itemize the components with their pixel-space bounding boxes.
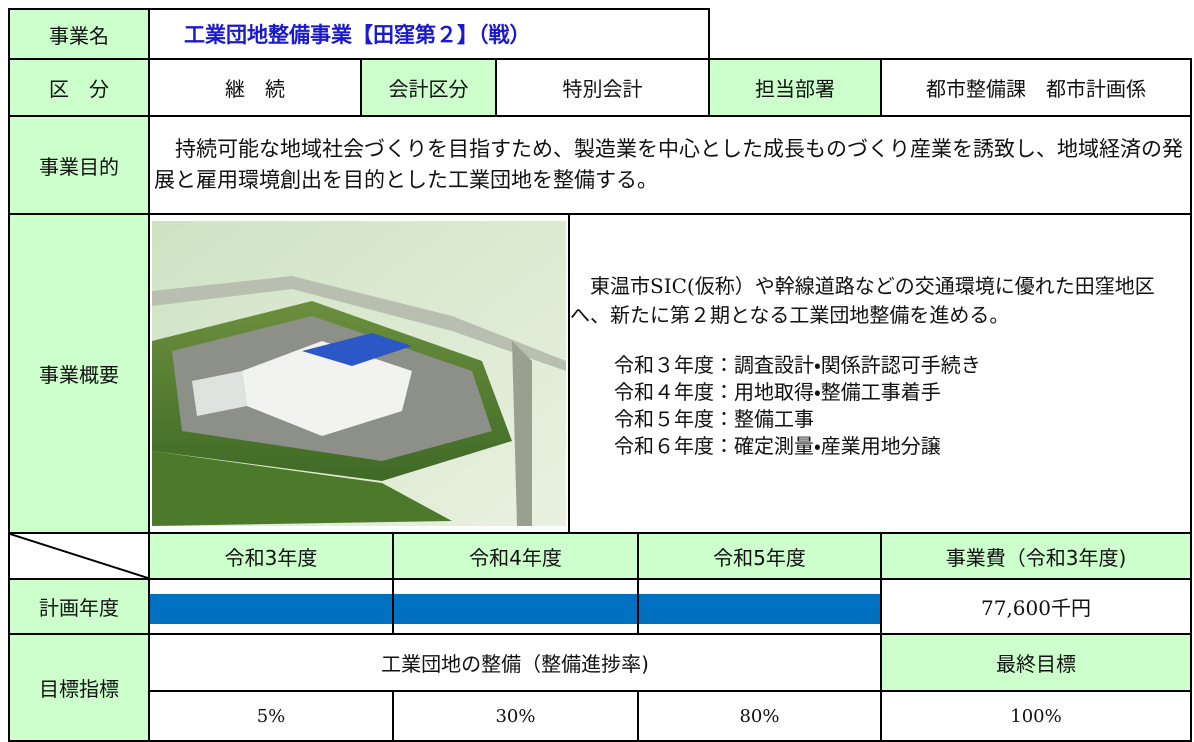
overview-text: 東温市SIC(仮称）や幹線道路などの交通環境に優れた田窪地区へ、新たに第２期とな… [570,272,1188,460]
diagonal-cell [8,532,150,580]
purpose-label: 事業目的 [8,115,150,215]
plan-bar [639,594,880,624]
indicator: 工業団地の整備（整備進捗率) [148,633,882,692]
overview-cell [568,213,1192,534]
site-image [152,221,566,526]
account-label: 会計区分 [360,58,497,117]
schedule-item: 令和５年度：整備工事 [614,407,814,431]
project-title: 工業団地整備事業【田窪第２】（戦） [148,8,710,60]
year-header: 令和5年度 [637,532,882,580]
overview-description: 東温市SIC(仮称）や幹線道路などの交通環境に優れた田窪地区へ、新たに第２期とな… [570,274,1155,327]
dept-value: 都市整備課 都市計画係 [880,58,1192,117]
image-cell [148,213,570,534]
dept-label: 担当部署 [708,58,882,117]
account-value: 特別会計 [495,58,710,117]
purpose-cell: 持続可能な地域社会づくりを目指すため、製造業を中心とした成長ものづくり産業を誘致… [148,115,1192,215]
class-value: 継 続 [148,58,362,117]
purpose-text: 持続可能な地域社会づくりを目指すため、製造業を中心とした成長ものづくり産業を誘致… [154,137,1183,192]
target-value: 30% [392,690,639,742]
cost-value: 77,600千円 [880,578,1192,635]
overview-label: 事業概要 [8,213,150,534]
schedule-item: 令和６年度：確定測量・産業用地分譲 [614,434,941,458]
plan-cell [392,578,639,635]
plan-bar [394,594,637,624]
year-header: 令和4年度 [392,532,639,580]
target-value: 80% [637,690,882,742]
final-value: 100% [880,690,1192,742]
plan-bar [150,594,392,624]
cost-label: 事業費（令和3年度) [880,532,1192,580]
schedule-item: 令和４年度：用地取得・整備工事着手 [614,380,941,404]
target-value: 5% [148,690,394,742]
year-header: 令和3年度 [148,532,394,580]
final-label: 最終目標 [880,633,1192,692]
schedule-item: 令和３年度：調査設計・関係許認可手続き [614,353,981,377]
plan-label: 計画年度 [8,578,150,635]
target-label: 目標指標 [8,633,150,742]
class-label: 区 分 [8,58,150,117]
plan-cell [148,578,394,635]
plan-cell [637,578,882,635]
name-label: 事業名 [8,8,150,60]
diagonal [10,534,148,578]
